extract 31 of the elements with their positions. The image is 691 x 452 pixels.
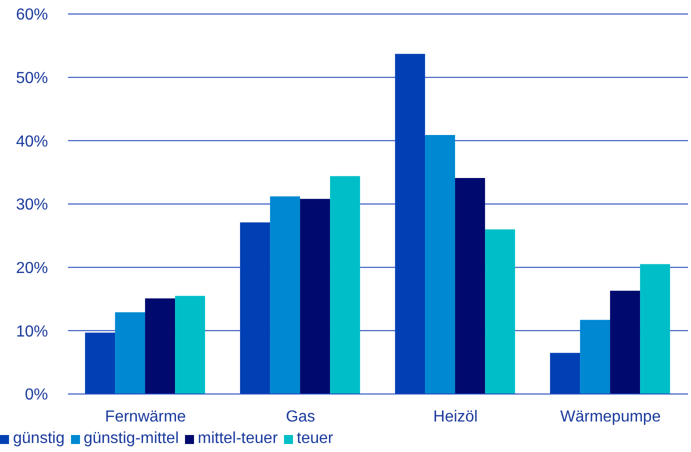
legend-label: günstig-mittel bbox=[82, 430, 179, 448]
bar bbox=[240, 222, 270, 394]
legend-label: teuer bbox=[296, 430, 334, 448]
x-tick-label: Wärmepumpe bbox=[560, 408, 661, 426]
bar bbox=[145, 298, 176, 394]
legend-label: mittel-teuer bbox=[196, 430, 278, 448]
x-tick-label: Gas bbox=[286, 408, 316, 426]
bar bbox=[330, 176, 360, 394]
y-tick-label: 0% bbox=[24, 386, 48, 404]
bar bbox=[270, 196, 300, 394]
legend-label: günstig bbox=[12, 430, 65, 448]
bar bbox=[640, 264, 670, 394]
bar bbox=[425, 134, 456, 394]
y-tick-label: 50% bbox=[16, 70, 48, 88]
y-tick-label: 40% bbox=[16, 133, 48, 150]
x-tick-label: Fernwärme bbox=[105, 408, 186, 426]
y-tick-label: 20% bbox=[16, 260, 48, 278]
bar bbox=[550, 352, 580, 394]
bar bbox=[115, 312, 146, 394]
bar bbox=[455, 178, 486, 394]
bar bbox=[395, 54, 426, 394]
bar bbox=[580, 320, 610, 394]
bar bbox=[485, 229, 516, 394]
y-tick-label: 30% bbox=[16, 196, 48, 214]
bar bbox=[300, 198, 330, 394]
bar bbox=[610, 290, 640, 394]
bar bbox=[175, 296, 206, 394]
y-tick-label: 10% bbox=[16, 323, 48, 340]
x-tick-label: Heizöl bbox=[433, 408, 478, 426]
bar bbox=[85, 332, 116, 394]
y-tick-label: 60% bbox=[16, 6, 48, 24]
